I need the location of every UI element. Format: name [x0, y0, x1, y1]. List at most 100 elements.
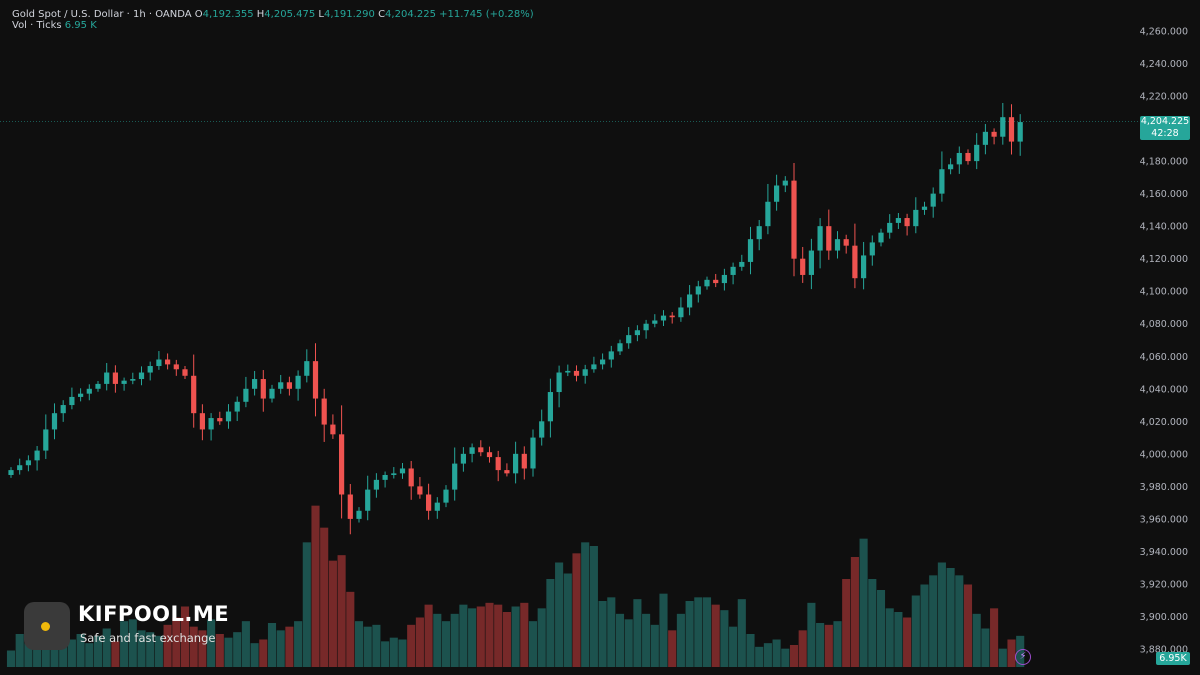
candle: [225, 404, 232, 429]
volume-bar: [781, 648, 790, 667]
volume-bar: [102, 628, 111, 667]
candle-body: [104, 372, 110, 384]
candle: [347, 484, 353, 535]
candle: [399, 462, 406, 479]
candle: [982, 124, 988, 155]
volume-bar: [894, 612, 903, 667]
volume-bar: [885, 608, 894, 667]
volume-bar: [676, 613, 685, 667]
candle: [948, 158, 954, 175]
y-tick-label: 4,040.000: [1140, 384, 1188, 395]
volume-bar: [946, 568, 955, 667]
candle: [826, 209, 832, 260]
candle-body: [956, 152, 962, 165]
candle: [25, 455, 31, 472]
candle: [138, 366, 145, 386]
candle: [86, 384, 92, 401]
candle-body: [217, 418, 223, 422]
volume-bar: [85, 643, 94, 667]
candle: [921, 201, 928, 215]
candle-body: [721, 274, 727, 284]
volume-bar: [233, 632, 242, 667]
watermark: KIFPOOL.ME Safe and fast exchange: [24, 600, 234, 656]
candle: [165, 353, 171, 370]
chart-legend: Gold Spot / U.S. Dollar · 1h · OANDA O4,…: [12, 8, 534, 22]
candle: [974, 133, 980, 170]
candle-body: [417, 486, 423, 495]
candle-body: [687, 294, 693, 308]
candle-body: [1000, 117, 1006, 137]
candle: [713, 273, 719, 288]
bar-countdown: 42:28: [1151, 128, 1179, 139]
candle-body: [443, 489, 449, 503]
volume-bar: [93, 635, 103, 667]
candle: [765, 183, 771, 235]
candle-body: [739, 261, 745, 267]
candle: [330, 414, 336, 439]
lightning-icon[interactable]: ⚡: [1015, 649, 1031, 665]
last-price-tag: 4,204.225 42:28: [1140, 116, 1190, 140]
candle: [930, 187, 936, 218]
candle-body: [252, 379, 258, 389]
volume-bar: [598, 601, 607, 667]
volume-bar: [702, 597, 712, 667]
candle: [808, 238, 814, 290]
volume-bar: [50, 635, 59, 667]
candle-body: [713, 279, 719, 284]
volume-bars: [6, 505, 1025, 667]
candle-body: [948, 164, 954, 170]
candle-body: [434, 502, 440, 511]
last-volume-tag: 6.95K: [1156, 652, 1190, 665]
volume-bar: [911, 595, 920, 667]
volume-bar: [24, 643, 33, 667]
candle-body: [330, 424, 336, 435]
volume-label[interactable]: Vol · Ticks: [12, 20, 62, 31]
candle: [182, 366, 188, 380]
candle-body: [399, 468, 406, 474]
candle: [469, 443, 475, 463]
open-value: 4,192.355: [202, 9, 254, 20]
candle: [617, 339, 623, 355]
candle: [208, 413, 214, 441]
candle-body: [460, 453, 466, 464]
candle-body: [60, 405, 66, 414]
candle: [521, 446, 527, 480]
candle: [312, 343, 319, 417]
y-tick-label: 4,260.000: [1140, 27, 1188, 38]
candle-body: [747, 239, 754, 262]
candle: [878, 228, 884, 247]
candle-body: [965, 152, 971, 162]
volume-bar: [581, 542, 590, 667]
y-tick-label: 4,080.000: [1140, 319, 1188, 330]
volume-legend: Vol · Ticks 6.95 K: [12, 20, 97, 31]
candle-body: [165, 359, 171, 365]
candle-body: [278, 382, 284, 389]
candle: [678, 297, 684, 322]
candle-body: [504, 470, 510, 474]
volume-bar: [346, 591, 355, 667]
volume-bar: [685, 601, 694, 667]
candle-body: [408, 468, 414, 487]
candle: [69, 387, 75, 410]
symbol-title[interactable]: Gold Spot / U.S. Dollar · 1h · OANDA: [12, 9, 192, 20]
volume-bar: [563, 573, 572, 667]
candle: [112, 365, 118, 393]
candle: [573, 365, 580, 382]
candle-body: [373, 479, 379, 490]
candle-body: [626, 335, 632, 344]
volume-bar: [659, 593, 668, 667]
candle: [121, 377, 127, 391]
candle: [652, 314, 658, 328]
candle-body: [843, 239, 849, 246]
high-value: 4,205.475: [264, 9, 316, 20]
candle-body: [356, 510, 362, 519]
candle-body: [1008, 117, 1015, 142]
candle-body: [991, 131, 997, 137]
candle: [695, 280, 701, 303]
candle: [130, 372, 136, 385]
y-tick-label: 4,160.000: [1140, 189, 1188, 200]
change-value: +11.745 (+0.28%): [439, 9, 534, 20]
volume-bar: [311, 505, 320, 667]
candle-body: [8, 470, 14, 475]
